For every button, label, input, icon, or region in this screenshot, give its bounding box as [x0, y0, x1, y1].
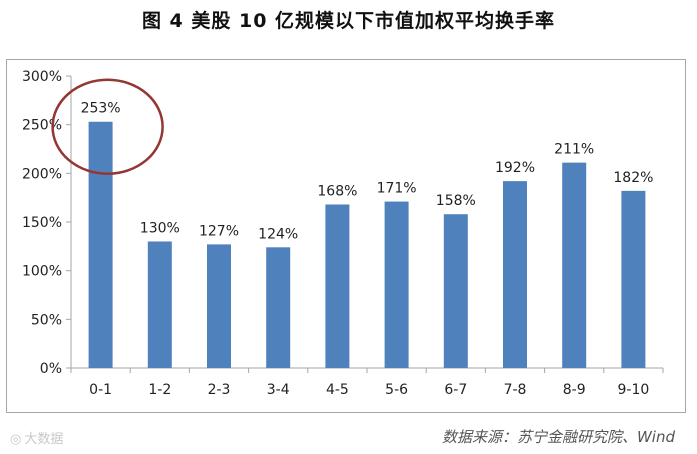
bar-1-2 [147, 241, 172, 368]
x-tick-label: 3-4 [267, 382, 290, 398]
weibo-icon: ◎ [10, 432, 22, 447]
y-tick-label: 50% [31, 312, 62, 328]
watermark-text: 大数据 [24, 432, 64, 447]
x-tick-label: 5-6 [385, 382, 408, 398]
bar-8-9 [562, 162, 587, 368]
x-tick-label: 0-1 [89, 382, 112, 398]
bar-7-8 [503, 181, 527, 368]
watermark: ◎ 大数据 [10, 428, 63, 447]
x-tick-label: 6-7 [444, 382, 467, 398]
data-label: 192% [495, 160, 535, 176]
x-tick-label: 7-8 [504, 382, 527, 398]
bar-4-5 [325, 204, 350, 368]
y-tick-label: 250% [22, 118, 62, 134]
y-tick-label: 150% [22, 215, 62, 231]
data-label: 124% [258, 226, 298, 242]
x-tick-label: 8-9 [563, 382, 586, 398]
x-tick-label: 9-10 [618, 382, 650, 398]
bar-3-4 [266, 247, 291, 368]
data-label: 168% [317, 183, 357, 199]
x-tick-label: 4-5 [326, 382, 349, 398]
bar-2-3 [207, 244, 231, 368]
x-tick-label: 1-2 [148, 382, 171, 398]
bar-5-6 [384, 201, 409, 368]
bar-6-7 [443, 214, 468, 368]
data-label: 127% [199, 223, 239, 239]
data-label: 171% [377, 181, 417, 197]
y-tick-label: 300% [22, 69, 62, 85]
data-label: 130% [140, 220, 180, 236]
data-label: 158% [436, 193, 476, 209]
y-tick-label: 0% [40, 361, 62, 377]
y-tick-label: 200% [22, 166, 62, 182]
data-label: 182% [613, 170, 653, 186]
bar-9-10 [621, 190, 646, 368]
source-note: 数据来源：苏宁金融研究院、Wind [441, 428, 675, 446]
x-tick-label: 2-3 [208, 382, 231, 398]
data-label: 211% [554, 142, 594, 158]
highlight-circle [51, 78, 164, 175]
data-label: 253% [81, 101, 121, 117]
bar-0-1 [88, 121, 113, 368]
chart-title: 图 4 美股 10 亿规模以下市值加权平均换手率 [141, 10, 556, 32]
y-tick-label: 100% [22, 264, 62, 280]
